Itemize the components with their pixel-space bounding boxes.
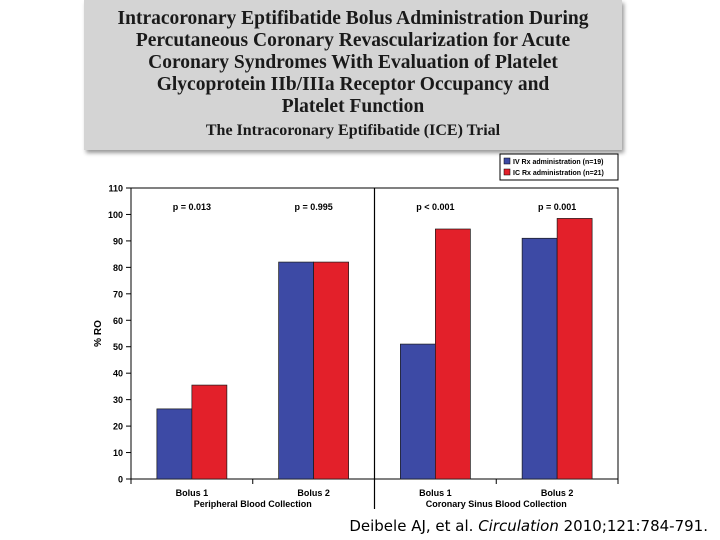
legend-box bbox=[499, 153, 619, 181]
p-value-label: p = 0.001 bbox=[538, 202, 576, 212]
bar-ic bbox=[435, 228, 471, 480]
x-tick-label: Bolus 2 bbox=[297, 488, 330, 498]
citation-details: 2010;121:784-791. bbox=[563, 517, 708, 535]
y-axis-label: % RO bbox=[93, 320, 104, 347]
bar-ic bbox=[556, 218, 593, 480]
title-line: Intracoronary Eptifibatide Bolus Adminis… bbox=[117, 8, 589, 29]
y-tick-label: 30 bbox=[113, 395, 123, 405]
p-value-label: p < 0.001 bbox=[416, 202, 454, 212]
x-tick-label: Bolus 1 bbox=[176, 488, 209, 498]
title-line: Platelet Function bbox=[281, 96, 425, 117]
y-tick-label: 100 bbox=[108, 210, 123, 220]
title-line: Percutaneous Coronary Revascularization … bbox=[135, 30, 571, 51]
y-tick-label: 20 bbox=[113, 422, 123, 432]
trial-name: The Intracoronary Eptifibatide (ICE) Tri… bbox=[205, 122, 501, 139]
p-value-label: p = 0.013 bbox=[173, 202, 211, 212]
y-tick-label: 60 bbox=[113, 316, 123, 326]
bar-ic bbox=[313, 261, 349, 480]
legend-label: IC Rx administration (n=21) bbox=[513, 170, 604, 177]
bar-ic bbox=[191, 384, 228, 480]
title-line: Coronary Syndromes With Evaluation of Pl… bbox=[148, 52, 558, 73]
bar-iv bbox=[400, 343, 436, 480]
citation-journal: Circulation bbox=[478, 517, 559, 535]
x-tick-label: Bolus 2 bbox=[541, 488, 574, 498]
group-label: Coronary Sinus Blood Collection bbox=[426, 499, 567, 509]
y-tick-label: 50 bbox=[113, 342, 123, 352]
y-tick-label: 10 bbox=[113, 448, 123, 458]
x-tick-label: Bolus 1 bbox=[419, 488, 452, 498]
bar-iv bbox=[278, 261, 314, 480]
legend-swatch bbox=[503, 157, 511, 165]
citation: Deibele AJ, et al. Circulation 2010;121:… bbox=[349, 517, 708, 535]
bar-chart: 0 10 20 30 40 50 60 70 80 90 100 110 % RO p = 0.013 p … bbox=[93, 153, 619, 509]
y-tick-label: 0 bbox=[118, 475, 123, 485]
citation-authors: Deibele AJ, et al. bbox=[349, 517, 474, 535]
y-tick-label: 40 bbox=[113, 369, 123, 379]
bar-iv bbox=[156, 408, 193, 480]
legend-label: IV Rx administration (n=19) bbox=[513, 159, 603, 166]
y-tick-label: 70 bbox=[113, 289, 123, 299]
paper-title: Intracoronary Eptifibatide Bolus Adminis… bbox=[84, 8, 622, 118]
y-tick-label: 90 bbox=[113, 236, 123, 246]
legend-swatch bbox=[503, 168, 511, 176]
group-label: Peripheral Blood Collection bbox=[194, 499, 312, 509]
bar-iv bbox=[521, 237, 558, 480]
y-tick-label: 80 bbox=[113, 263, 123, 273]
title-line: Glycoprotein IIb/IIIa Receptor Occupancy… bbox=[156, 74, 550, 95]
title-banner: Intracoronary Eptifibatide Bolus Adminis… bbox=[84, 0, 622, 150]
y-tick-label: 110 bbox=[108, 184, 123, 194]
p-value-label: p = 0.995 bbox=[294, 202, 332, 212]
